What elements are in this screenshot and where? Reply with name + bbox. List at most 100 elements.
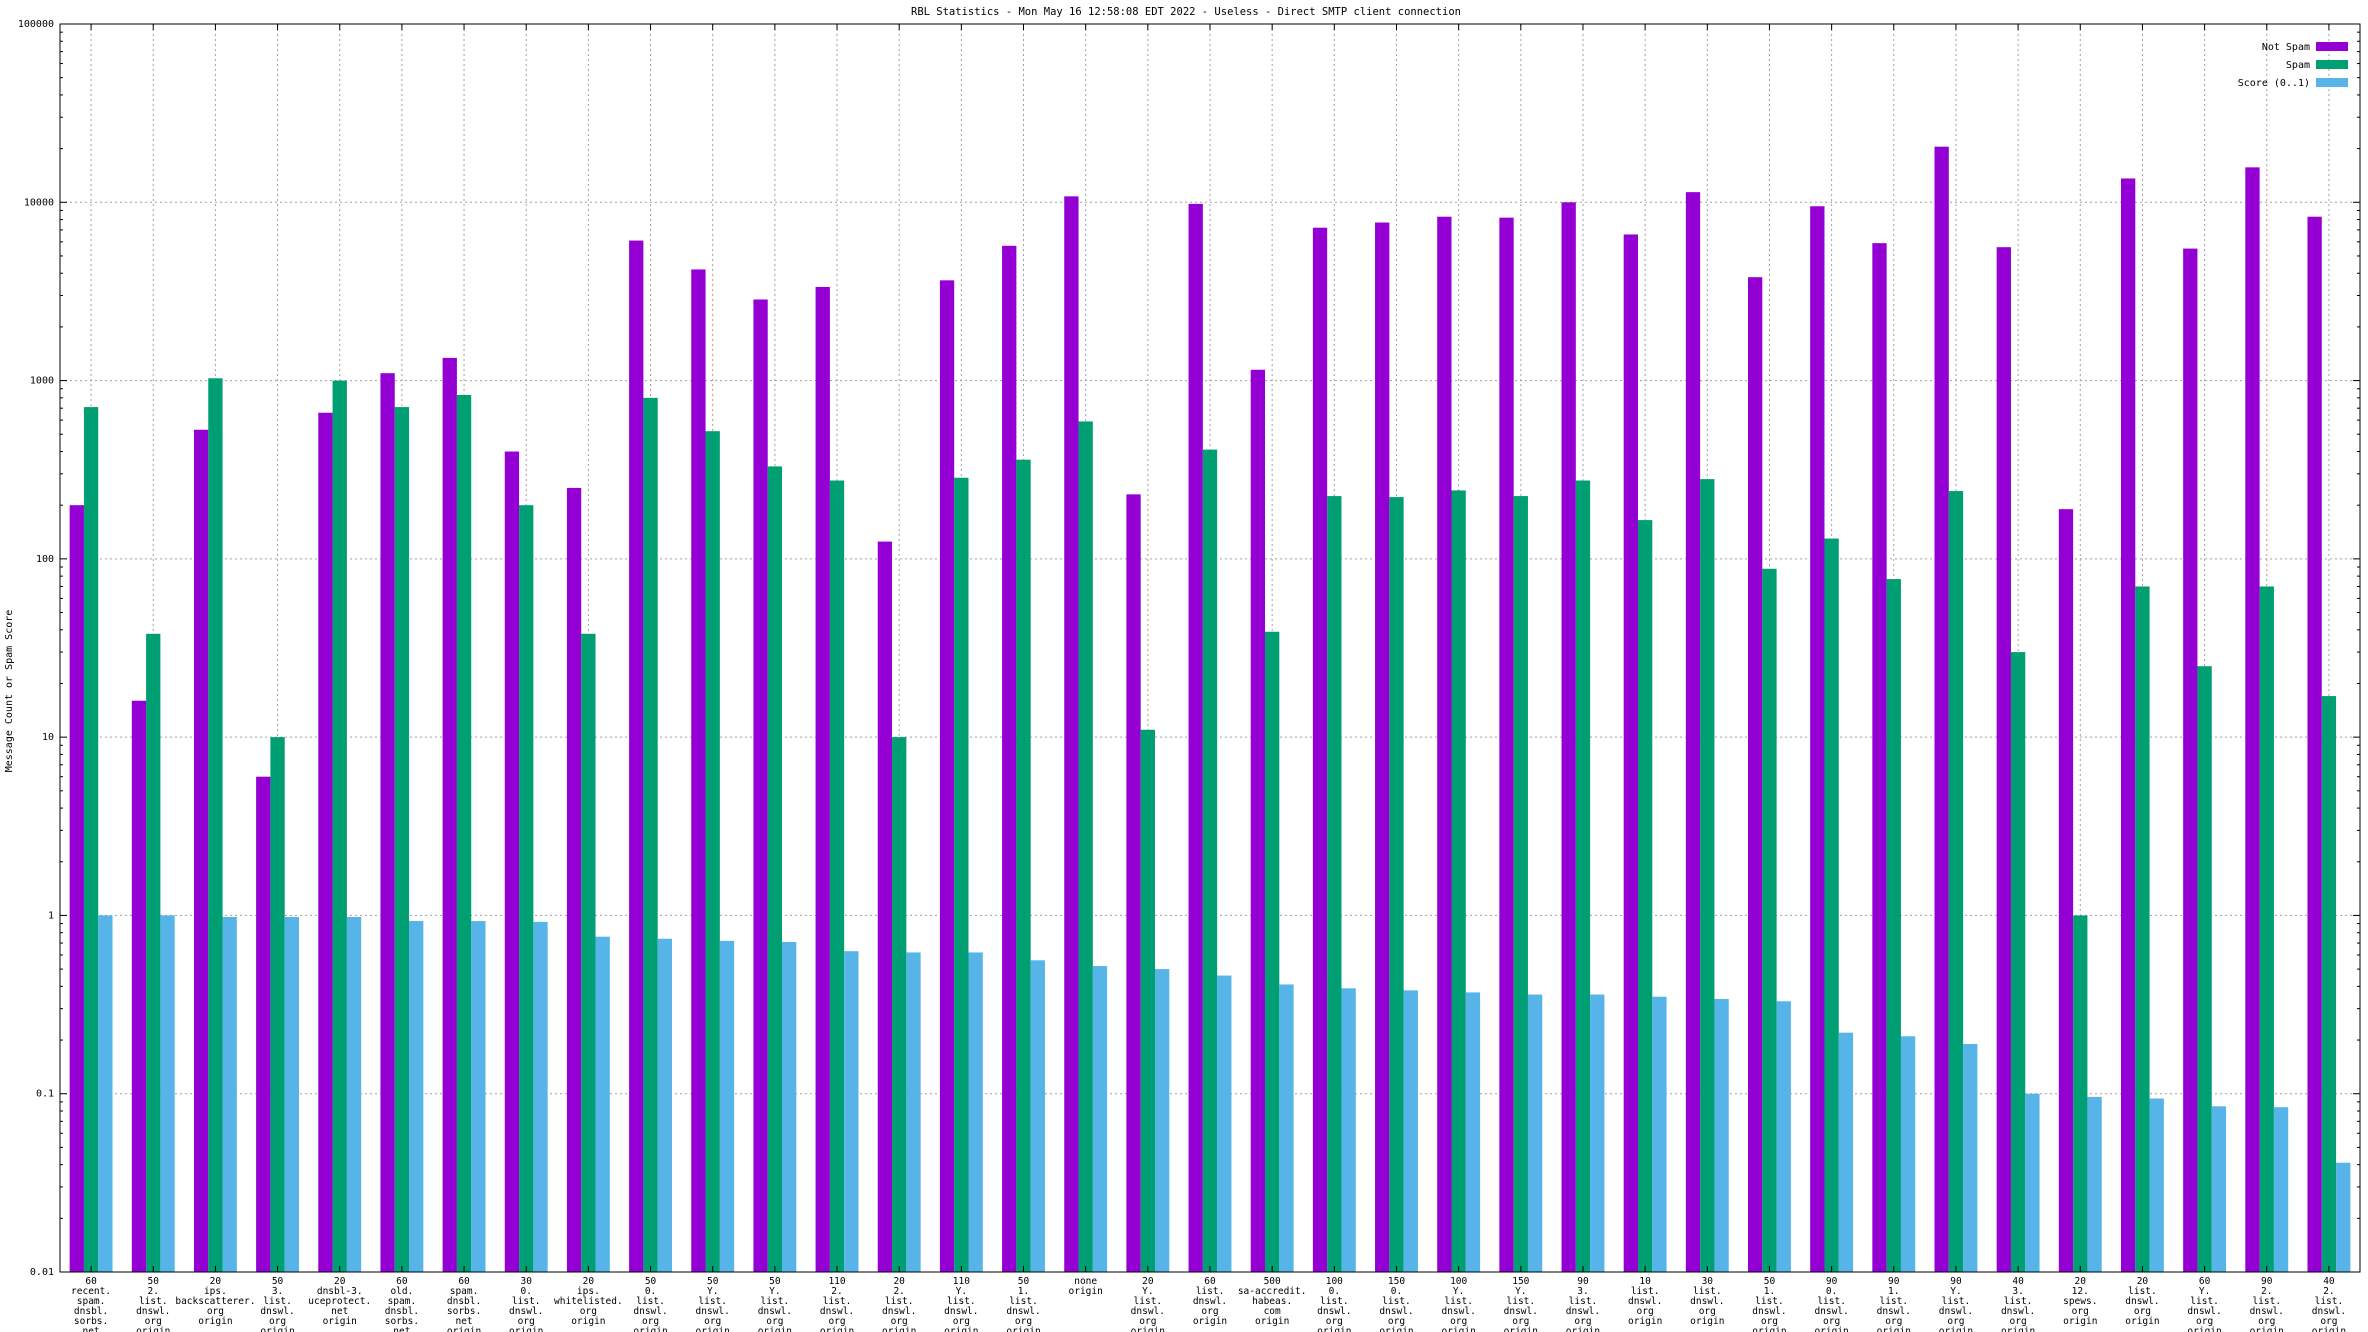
bar-score	[284, 916, 300, 1272]
x-tick-label-line: 90	[1950, 1276, 1962, 1287]
x-tick-label: 20 list. dnswl. org origin	[2125, 1276, 2159, 1327]
bar-not-spam	[753, 299, 768, 1273]
x-tick-label-line: 10	[1639, 1276, 1651, 1287]
x-tick-label-line: origin	[1814, 1326, 1848, 1332]
bar-spam	[1575, 480, 1591, 1272]
bar-not-spam	[2245, 167, 2260, 1273]
x-tick-label-line: sorbs.	[74, 1316, 108, 1327]
x-tick-label-line: dnswl.	[696, 1306, 730, 1317]
x-tick-label-line: dnswl.	[1317, 1306, 1351, 1317]
x-tick-label-line: origin	[2312, 1326, 2346, 1332]
bar-spam	[1824, 538, 1839, 1272]
x-tick-label-line: list.	[2190, 1296, 2219, 1307]
bar-not-spam	[256, 776, 271, 1272]
bar-score	[1900, 1036, 1916, 1272]
x-tick-label-line: list.	[1879, 1296, 1908, 1307]
x-tick-label-line: list.	[885, 1296, 914, 1307]
bar-not-spam	[1561, 202, 1576, 1272]
x-tick-label-line: dnswl.	[820, 1306, 854, 1317]
x-tick-label-line: Y.	[956, 1286, 967, 1297]
x-tick-label: 40 3. list. dnswl. org origin	[2001, 1276, 2035, 1332]
bar-score	[657, 938, 672, 1272]
x-tick-label: 20 2. list. dnswl. org origin	[882, 1276, 916, 1332]
chart-title: RBL Statistics - Mon May 16 12:58:08 EDT…	[911, 6, 1461, 18]
y-tick-label: 100000	[18, 19, 54, 30]
bar-score	[1341, 988, 1356, 1272]
bar-not-spam	[318, 412, 333, 1272]
bar-spam	[1202, 449, 1218, 1272]
x-tick-label-line: org	[1637, 1306, 1654, 1317]
bar-score	[346, 916, 362, 1272]
x-tick-label-line: origin	[2187, 1326, 2221, 1332]
bar-score	[1714, 998, 1729, 1272]
x-tick-label-line: habeas.	[1252, 1296, 1292, 1307]
x-tick-label: 40 2. list. dnswl. org origin	[2312, 1276, 2346, 1332]
x-tick-label-line: list.	[1942, 1296, 1971, 1307]
x-tick-label: 90 2. list. dnswl. org origin	[2250, 1276, 2284, 1332]
x-tick-label-line: 90	[1888, 1276, 1900, 1287]
bar-score	[222, 916, 237, 1272]
x-tick-label: 90 3. list. dnswl. org origin	[1566, 1276, 1600, 1332]
x-tick-label-line: origin	[260, 1326, 294, 1332]
x-tick-label-line: list.	[761, 1296, 790, 1307]
x-tick-label: 30 0. list. dnswl. org origin	[509, 1276, 543, 1332]
legend-label: Spam	[2286, 60, 2310, 71]
x-tick-label-line: origin	[1877, 1326, 1911, 1332]
bar-score	[409, 921, 424, 1272]
bar-not-spam	[1499, 217, 1514, 1272]
bar-spam	[1451, 490, 1466, 1272]
x-tick-label-line: 90	[1577, 1276, 1589, 1287]
bar-score	[968, 952, 983, 1272]
bar-spam	[2010, 652, 2026, 1272]
x-tick-label-line: org	[1947, 1316, 1964, 1327]
x-tick-label-line: dnswl.	[2001, 1306, 2035, 1317]
bar-spam	[705, 431, 720, 1272]
x-tick-label-line: org	[1574, 1316, 1591, 1327]
x-tick-label-line: dnswl.	[1379, 1306, 1413, 1317]
x-tick-label-line: Y.	[1950, 1286, 1961, 1297]
x-tick-label-line: 50	[707, 1276, 719, 1287]
x-tick-label-line: origin	[2001, 1326, 2035, 1332]
x-tick-label-line: Y.	[707, 1286, 718, 1297]
x-tick-label-line: 30	[520, 1276, 532, 1287]
x-tick-label-line: origin	[1255, 1316, 1289, 1327]
bar-spam	[2135, 586, 2150, 1272]
x-tick-label-line: dnswl.	[1690, 1296, 1724, 1307]
x-tick-label-line: dnswl.	[944, 1306, 978, 1317]
bar-spam	[394, 407, 410, 1273]
bar-not-spam	[442, 357, 457, 1272]
bar-spam	[829, 480, 845, 1272]
bar-spam	[1327, 496, 1342, 1272]
x-tick-label-line: 50	[1764, 1276, 1776, 1287]
x-tick-label-line: org	[269, 1316, 286, 1327]
x-tick-label-line: origin	[1504, 1326, 1538, 1332]
bar-spam	[1265, 631, 1280, 1272]
x-tick-label-line: origin	[758, 1326, 792, 1332]
x-tick-label-line: org	[1761, 1316, 1778, 1327]
x-tick-label-line: 1.	[1888, 1286, 1899, 1297]
x-tick-label-line: dnswl.	[1752, 1306, 1786, 1317]
bar-not-spam	[2183, 248, 2198, 1272]
bar-not-spam	[2058, 509, 2074, 1272]
x-tick-label-line: 50	[769, 1276, 781, 1287]
x-tick-label-line: list.	[139, 1296, 168, 1307]
x-tick-label-line: dnswl.	[758, 1306, 792, 1317]
x-tick-label-line: spam.	[77, 1296, 106, 1307]
x-tick-label-line: origin	[1069, 1286, 1103, 1297]
x-tick-label-line: net	[82, 1326, 99, 1332]
bar-spam	[767, 466, 783, 1272]
y-axis: 0.01 0.1 1 10 100 1000 10000 100000	[18, 19, 2360, 1278]
x-tick-label-line: 1.	[1764, 1286, 1775, 1297]
x-tick-label-line: 110	[828, 1276, 845, 1287]
x-tick-label-line: 0.	[1826, 1286, 1837, 1297]
bar-spam	[83, 407, 99, 1273]
legend-label: Score (0..1)	[2238, 78, 2310, 89]
x-tick-label-line: 60	[85, 1276, 97, 1287]
x-tick-label: 20 12. spews. org origin	[2063, 1276, 2097, 1327]
x-tick-label-line: origin	[1939, 1326, 1973, 1332]
x-tick-label-line: list.	[1755, 1296, 1784, 1307]
bar-score	[1217, 975, 1232, 1272]
bar-score	[1403, 990, 1418, 1272]
bar-spam	[2321, 696, 2337, 1272]
x-tick-label: 100 Y. list. dnswl. org origin	[1441, 1276, 1475, 1332]
